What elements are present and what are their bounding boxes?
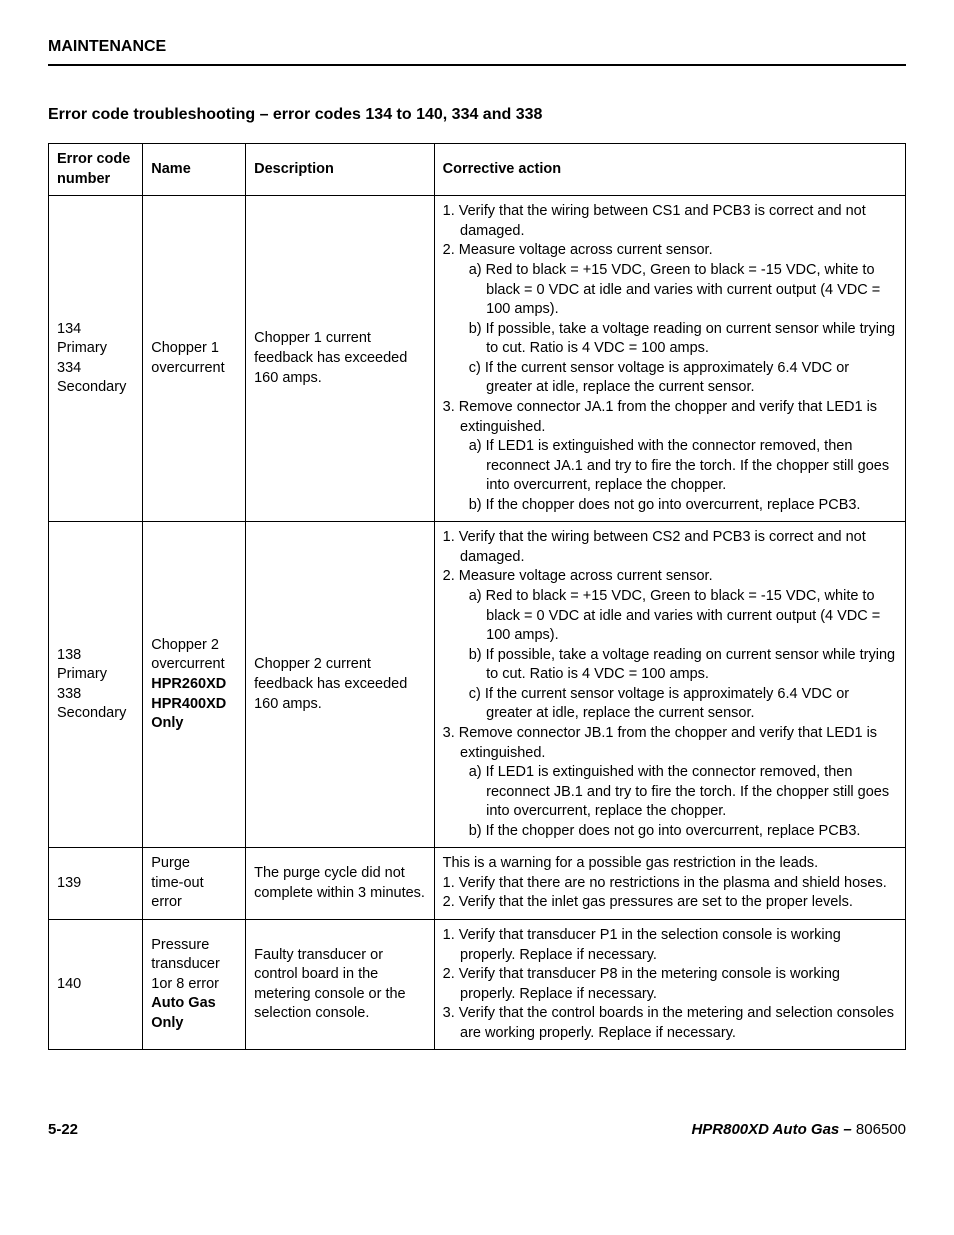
action-line: a) Red to black = +15 VDC, Green to blac…: [443, 587, 897, 646]
action-line: 1. Verify that the wiring between CS2 an…: [443, 528, 897, 567]
action-line: 1. Verify that transducer P1 in the sele…: [443, 926, 897, 965]
cell-corrective-action: 1. Verify that the wiring between CS2 an…: [434, 522, 905, 848]
action-line: 2. Verify that transducer P8 in the mete…: [443, 965, 897, 1004]
section-header: MAINTENANCE: [48, 36, 906, 66]
cell-error-code: 138Primary338Secondary: [49, 522, 143, 848]
action-line: 1. Verify that the wiring between CS1 an…: [443, 202, 897, 241]
name-line-bold: Auto Gas: [151, 994, 237, 1014]
action-line: b) If possible, take a voltage reading o…: [443, 646, 897, 685]
cell-description: Faulty transducer or control board in th…: [246, 920, 435, 1050]
action-line: 1. Verify that there are no restrictions…: [443, 874, 897, 894]
name-line-bold: Only: [151, 714, 237, 734]
name-line: time-out error: [151, 874, 237, 913]
code-line: Secondary: [57, 704, 134, 724]
action-line: b) If the chopper does not go into overc…: [443, 496, 897, 516]
cell-name: Chopper 2 overcurrentHPR260XDHPR400XDOnl…: [143, 522, 246, 848]
action-line: 3. Verify that the control boards in the…: [443, 1004, 897, 1043]
action-line: a) If LED1 is extinguished with the conn…: [443, 763, 897, 822]
cell-corrective-action: 1. Verify that transducer P1 in the sele…: [434, 920, 905, 1050]
action-line: 3. Remove connector JB.1 from the choppe…: [443, 724, 897, 763]
cell-error-code: 134Primary334Secondary: [49, 196, 143, 522]
code-line: Primary: [57, 339, 134, 359]
cell-corrective-action: 1. Verify that the wiring between CS1 an…: [434, 196, 905, 522]
code-line: 338: [57, 685, 134, 705]
name-line: Chopper 1 overcurrent: [151, 339, 237, 378]
table-row: 139 Purgetime-out errorThe purge cycle di…: [49, 848, 906, 920]
action-line: 3. Remove connector JA.1 from the choppe…: [443, 398, 897, 437]
name-line-bold: Only: [151, 1014, 237, 1034]
name-line-bold: HPR260XD: [151, 675, 237, 695]
code-line: Primary: [57, 665, 134, 685]
page-footer: 5-22 HPR800XD Auto Gas – 806500: [48, 1120, 906, 1140]
table-row: 140 Pressure transducer 1or 8 errorAuto G…: [49, 920, 906, 1050]
table-row: 134Primary334SecondaryChopper 1 overcurr…: [49, 196, 906, 522]
action-line: c) If the current sensor voltage is appr…: [443, 359, 897, 398]
cell-error-code: 140: [49, 920, 143, 1050]
footer-doc: HPR800XD Auto Gas – 806500: [691, 1120, 906, 1140]
action-line: 2. Verify that the inlet gas pressures a…: [443, 893, 897, 913]
col-error-code: Error code number: [49, 144, 143, 196]
code-line: 134: [57, 320, 134, 340]
code-line: 140: [57, 975, 134, 995]
cell-name: Purgetime-out error: [143, 848, 246, 920]
footer-page-number: 5-22: [48, 1120, 78, 1140]
col-corrective-action: Corrective action: [434, 144, 905, 196]
footer-doc-number: 806500: [852, 1121, 906, 1138]
footer-doc-title: HPR800XD Auto Gas –: [691, 1121, 851, 1138]
name-line: Chopper 2 overcurrent: [151, 636, 237, 675]
action-line: c) If the current sensor voltage is appr…: [443, 685, 897, 724]
cell-name: Chopper 1 overcurrent: [143, 196, 246, 522]
code-line: 138: [57, 646, 134, 666]
page-title: Error code troubleshooting – error codes…: [48, 104, 906, 126]
action-line: b) If the chopper does not go into overc…: [443, 822, 897, 842]
action-line: 2. Measure voltage across current sensor…: [443, 567, 897, 587]
col-description: Description: [246, 144, 435, 196]
cell-name: Pressure transducer 1or 8 errorAuto GasO…: [143, 920, 246, 1050]
cell-error-code: 139: [49, 848, 143, 920]
code-line: 139: [57, 874, 134, 894]
cell-corrective-action: This is a warning for a possible gas res…: [434, 848, 905, 920]
cell-description: The purge cycle did not complete within …: [246, 848, 435, 920]
code-line: 334: [57, 359, 134, 379]
action-line: b) If possible, take a voltage reading o…: [443, 320, 897, 359]
cell-description: Chopper 2 current feedback has exceeded …: [246, 522, 435, 848]
name-line: Pressure transducer 1or 8 error: [151, 936, 237, 995]
action-line: a) If LED1 is extinguished with the conn…: [443, 437, 897, 496]
table-header-row: Error code number Name Description Corre…: [49, 144, 906, 196]
name-line-bold: HPR400XD: [151, 695, 237, 715]
action-line: a) Red to black = +15 VDC, Green to blac…: [443, 261, 897, 320]
col-name: Name: [143, 144, 246, 196]
error-code-table: Error code number Name Description Corre…: [48, 143, 906, 1050]
code-line: Secondary: [57, 378, 134, 398]
action-line: 2. Measure voltage across current sensor…: [443, 241, 897, 261]
name-line: Purge: [151, 854, 237, 874]
action-line: This is a warning for a possible gas res…: [443, 854, 897, 874]
table-row: 138Primary338SecondaryChopper 2 overcurr…: [49, 522, 906, 848]
cell-description: Chopper 1 current feedback has exceeded …: [246, 196, 435, 522]
